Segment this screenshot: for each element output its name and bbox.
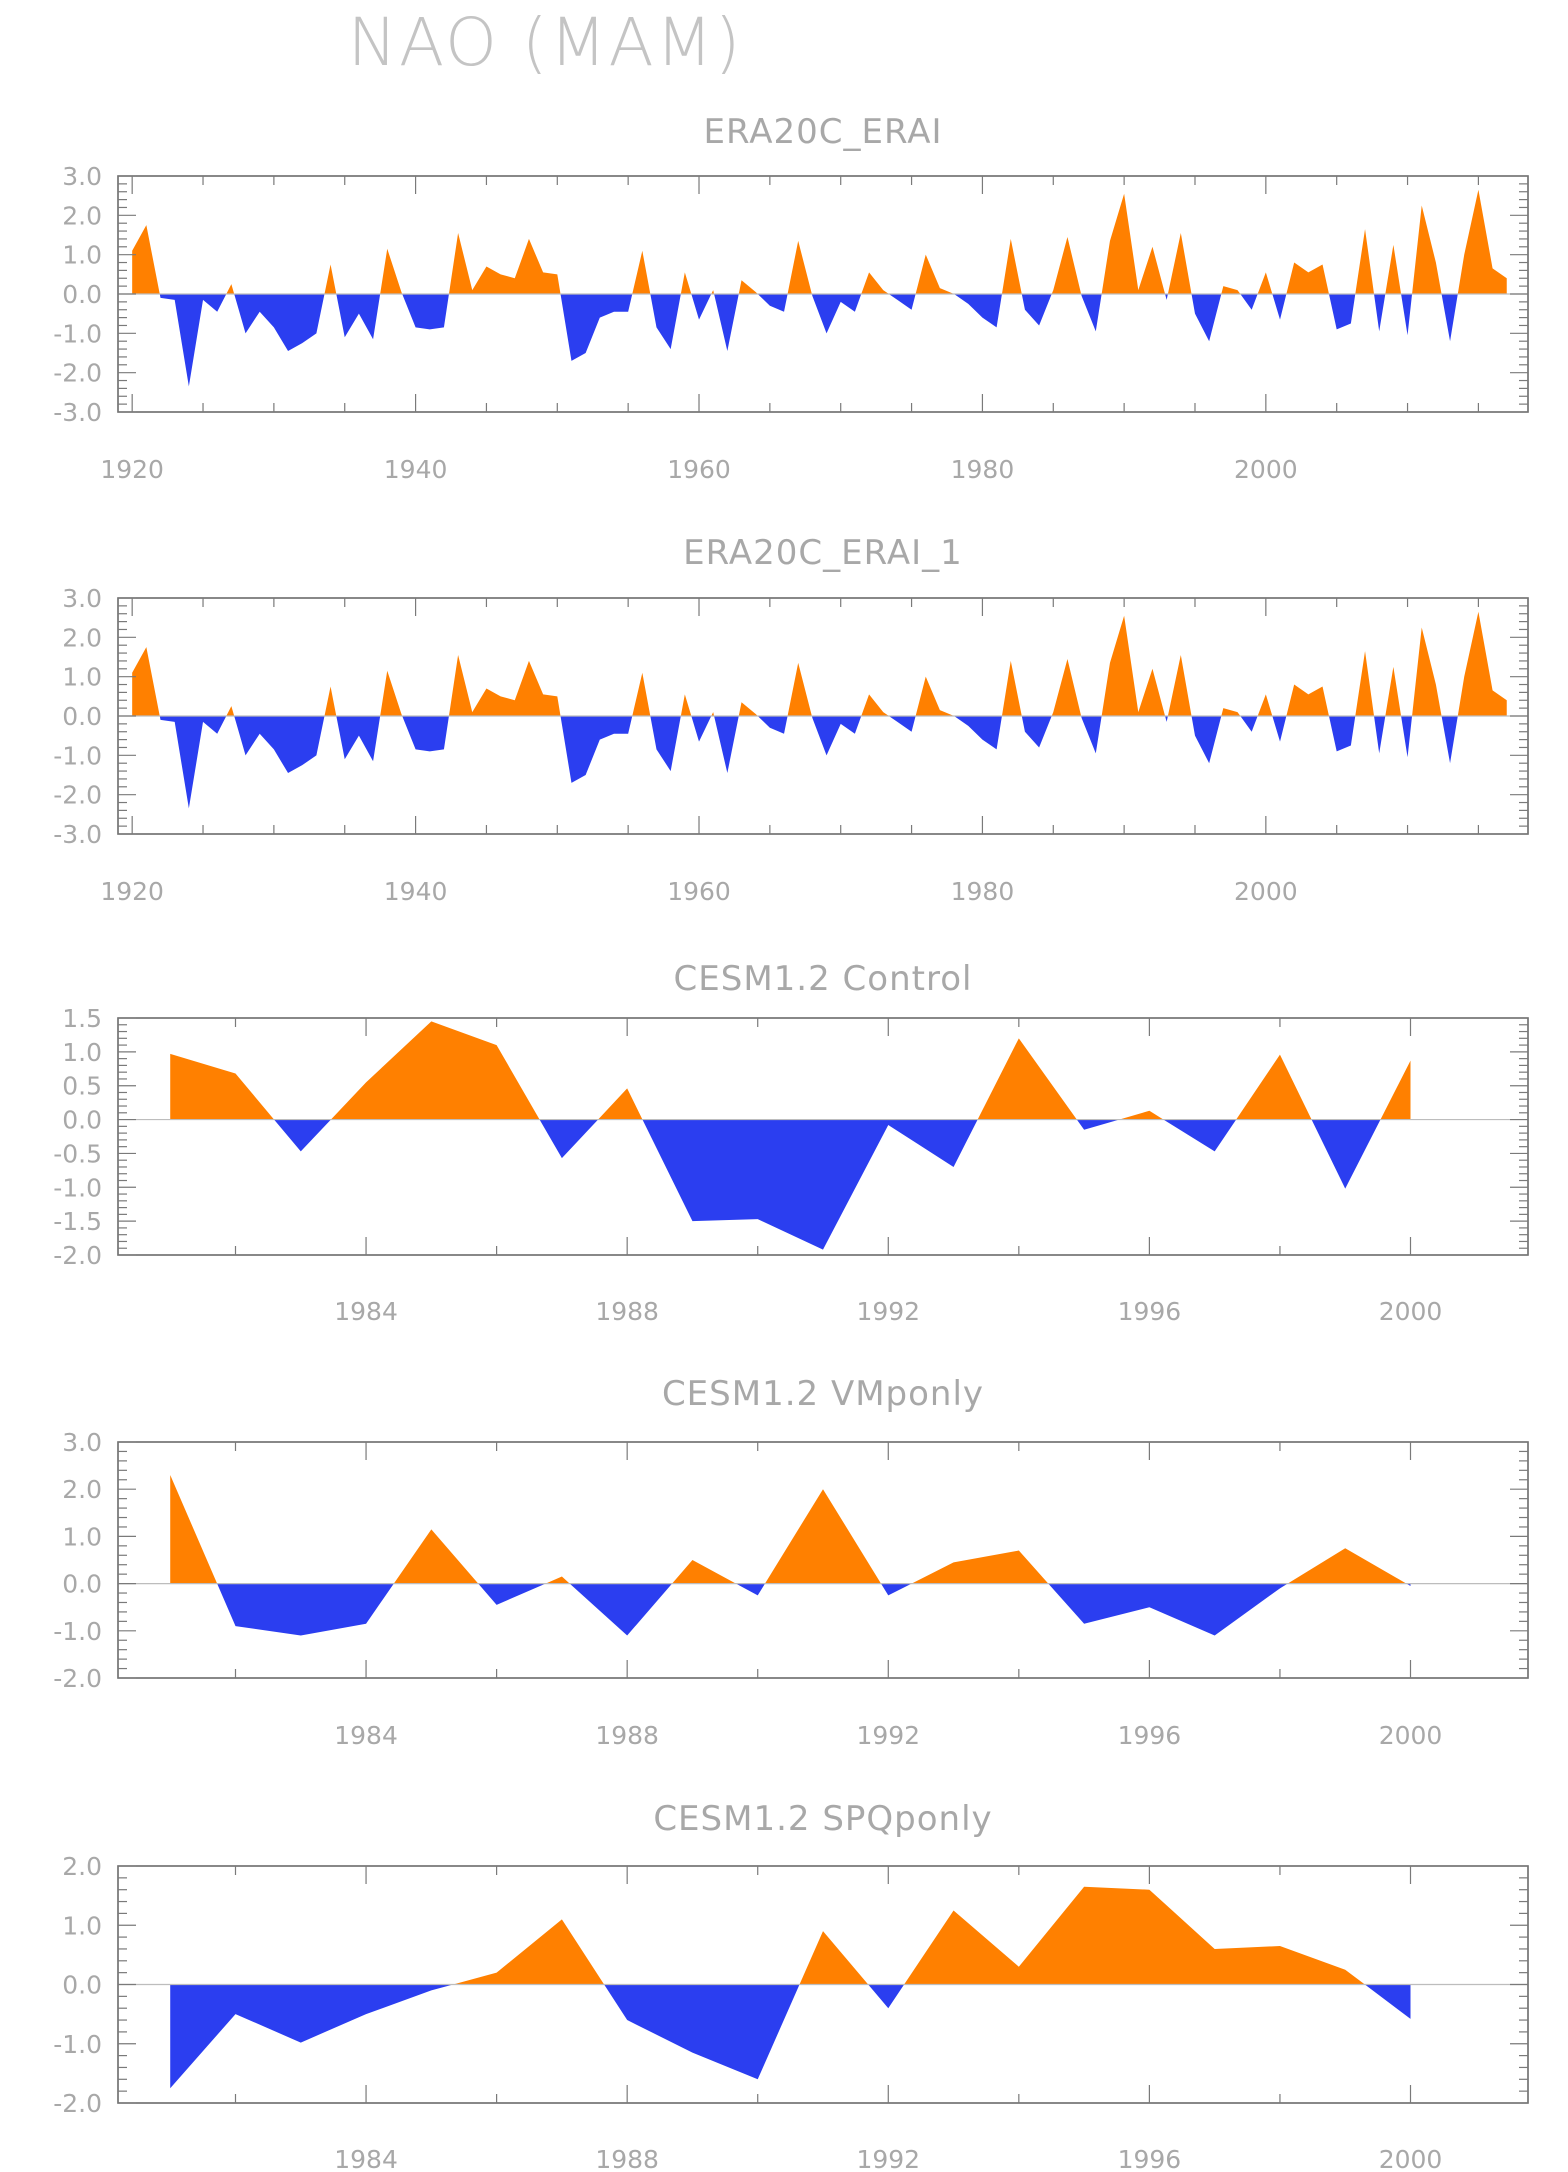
y-tick-label: 3.0	[62, 584, 102, 613]
x-tick-label: 1992	[856, 1721, 920, 1750]
panel-4: CESM1.2 VMponly -2.0 -1.0 0.0 1.0 2.0 3.0 1984 1…	[53, 1374, 1529, 1750]
y-tick-label: 0.0	[62, 1971, 102, 2000]
panel-title: CESM1.2 Control	[674, 959, 973, 999]
y-tick-label: 2.0	[62, 623, 102, 652]
y-tick-label: 1.0	[62, 1038, 102, 1067]
x-tick-label: 2000	[1234, 455, 1298, 484]
y-tick-label: -2.0	[53, 359, 102, 388]
y-tick-label: 3.0	[62, 162, 102, 191]
y-tick-label: -1.0	[53, 741, 102, 770]
plot-frame	[117, 1017, 1529, 1256]
panel-2: ERA20C_ERAI_1 -3.0 -2.0 -1.0 0.0 1.0 2.0 3.0 192…	[53, 533, 1529, 906]
y-tick-label: -1.0	[53, 1617, 102, 1646]
negative-area	[159, 294, 1458, 387]
figure-title: NAO (MAM)	[347, 4, 743, 81]
panel-1: ERA20C_ERAI -3.0 -2.0 -1.0 0.0 1.0 2.0 3.0 1920 1…	[53, 112, 1529, 484]
x-tick-label: 1996	[1118, 1721, 1182, 1750]
y-tick-label: -2.0	[53, 2089, 102, 2118]
positive-area	[170, 1475, 1407, 1584]
x-tick-label: 1988	[595, 1721, 659, 1750]
y-tick-label: -3.0	[53, 398, 102, 427]
x-tick-label: 1960	[667, 455, 731, 484]
y-tick-label: 1.0	[62, 1911, 102, 1940]
x-tick-label: 1992	[856, 2145, 920, 2172]
y-tick-label: 2.0	[62, 1852, 102, 1881]
y-tick-label: 2.0	[62, 201, 102, 230]
y-tick-label: -3.0	[53, 820, 102, 849]
negative-area	[159, 716, 1458, 809]
y-tick-label: -2.0	[53, 1664, 102, 1693]
x-tick-label: 1984	[334, 1721, 398, 1750]
x-tick-label: 1984	[334, 1297, 398, 1326]
x-tick-label: 1960	[667, 877, 731, 906]
y-tick-label: -1.5	[53, 1207, 102, 1236]
x-tick-label: 1920	[100, 455, 164, 484]
x-tick-label: 1996	[1118, 1297, 1182, 1326]
panel-title: CESM1.2 SPQponly	[653, 1799, 992, 1839]
y-tick-label: 1.0	[62, 663, 102, 692]
x-tick-label: 1940	[384, 455, 448, 484]
y-tick-label: -2.0	[53, 1241, 102, 1270]
positive-area	[170, 1021, 1411, 1120]
panel-title: ERA20C_ERAI_1	[683, 533, 963, 573]
negative-area	[170, 1984, 1411, 2089]
positive-area	[132, 189, 1507, 294]
x-tick-label: 2000	[1379, 1721, 1443, 1750]
x-tick-label: 1992	[856, 1297, 920, 1326]
positive-area	[132, 611, 1507, 716]
x-tick-label: 2000	[1234, 877, 1298, 906]
negative-area	[274, 1119, 1381, 1250]
negative-area	[217, 1583, 1411, 1636]
positive-area	[453, 1886, 1365, 1985]
plot-frame	[117, 1441, 1529, 1679]
panel-5: CESM1.2 SPQponly -2.0 -1.0 0.0 1.0 2.0 1984 198…	[53, 1799, 1529, 2172]
y-tick-label: 1.0	[62, 241, 102, 270]
y-tick-label: 0.5	[62, 1072, 102, 1101]
y-tick-label: 0.0	[62, 1570, 102, 1599]
y-tick-label: 0.0	[62, 280, 102, 309]
y-tick-label: -1.0	[53, 2030, 102, 2059]
x-tick-label: 1988	[595, 1297, 659, 1326]
x-tick-label: 2000	[1379, 2145, 1443, 2172]
x-tick-label: 1940	[384, 877, 448, 906]
panel-title: CESM1.2 VMponly	[662, 1374, 984, 1414]
y-tick-label: 3.0	[62, 1428, 102, 1457]
x-tick-label: 1980	[951, 455, 1015, 484]
y-tick-label: 0.0	[62, 1106, 102, 1135]
y-tick-label: 0.0	[62, 702, 102, 731]
y-tick-label: 1.5	[62, 1004, 102, 1033]
x-tick-label: 1980	[951, 877, 1015, 906]
x-tick-label: 1920	[100, 877, 164, 906]
y-tick-label: 1.0	[62, 1522, 102, 1551]
x-tick-label: 2000	[1379, 1297, 1443, 1326]
x-tick-label: 1996	[1118, 2145, 1182, 2172]
y-tick-label: -1.0	[53, 1173, 102, 1202]
y-tick-label: -0.5	[53, 1139, 102, 1168]
x-tick-label: 1984	[334, 2145, 398, 2172]
y-tick-label: 2.0	[62, 1475, 102, 1504]
panel-title: ERA20C_ERAI	[703, 112, 942, 152]
y-tick-label: -1.0	[53, 319, 102, 348]
y-tick-label: -2.0	[53, 781, 102, 810]
panel-3: CESM1.2 Control -2.0 -1.5 -1.0 -0.5 0.0 0.5 1.0…	[53, 959, 1529, 1326]
x-tick-label: 1988	[595, 2145, 659, 2172]
